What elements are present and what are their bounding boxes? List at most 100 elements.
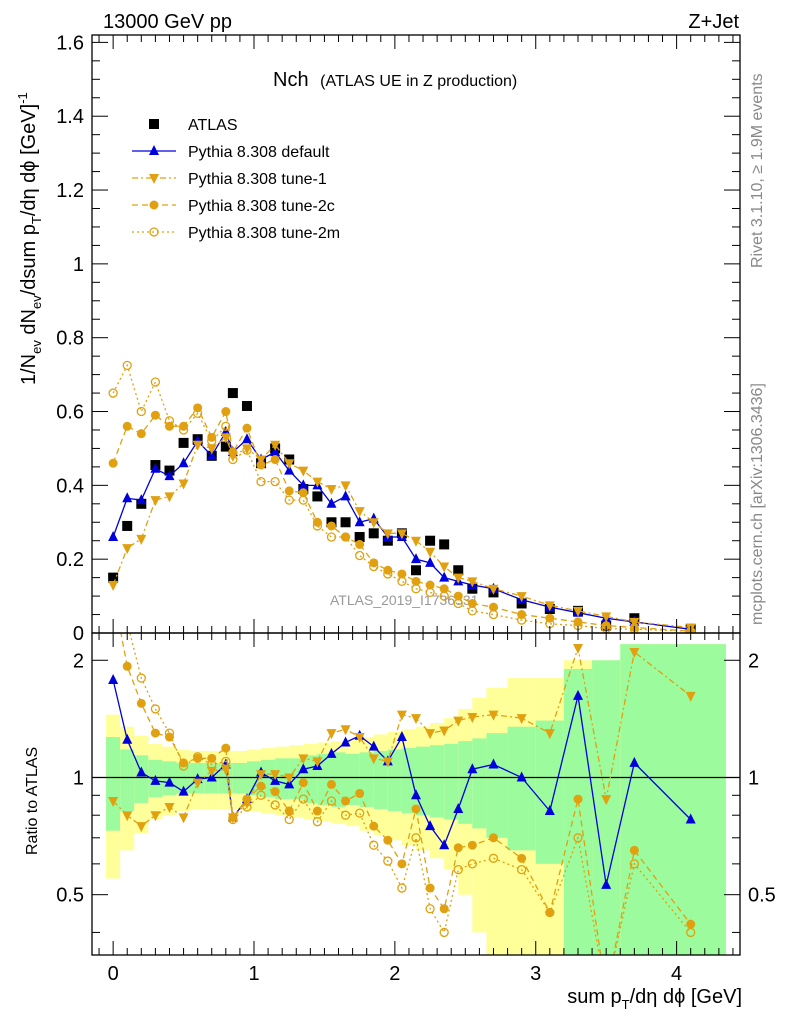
ratio-point-pythia-8-308-tune-2m — [397, 883, 407, 893]
main-line-pythia-8-308-default — [112, 430, 691, 630]
main-point-pythia-8-308-tune-2m — [326, 532, 337, 542]
main-point-pythia-8-308-default — [340, 490, 351, 501]
main-point-pythia-8-308-tune-2m — [453, 598, 463, 609]
main-point-pythia-8-308-tune-1 — [136, 534, 147, 545]
main-point-pythia-8-308-tune-1 — [396, 529, 407, 540]
main-line-pythia-8-308-tune-2m — [112, 363, 691, 632]
ratio-point-pythia-8-308-tune-2c — [369, 821, 379, 831]
ratio-point-pythia-8-308-tune-1 — [544, 729, 555, 740]
main-y-axis-title: 1/Nev dNev/dsum pT/dη dϕ [GeV]-1 — [15, 92, 44, 385]
ratio-point-pythia-8-308-tune-2m — [629, 859, 639, 869]
legend-marker — [149, 227, 159, 237]
ratio-point-pythia-8-308-tune-2c — [150, 728, 160, 738]
main-point-atlas — [425, 535, 436, 546]
main-point-pythia-8-308-default — [326, 497, 337, 508]
ratio-point-pythia-8-308-tune-2c — [122, 661, 132, 671]
ratio-point-pythia-8-308-tune-1 — [256, 770, 267, 781]
legend-label: ATLAS — [188, 117, 238, 134]
ratio-point-pythia-8-308-tune-2c — [326, 779, 336, 789]
main-point-pythia-8-308-tune-1 — [284, 459, 295, 470]
ratio-point-pythia-8-308-default — [488, 758, 499, 769]
main-point-pythia-8-308-tune-2c — [150, 410, 160, 420]
ratio-point-pythia-8-308-default — [122, 733, 133, 744]
band-inner — [416, 746, 431, 816]
ratio-point-pythia-8-308-tune-2c — [425, 883, 435, 893]
main-point-pythia-8-308-tune-2c — [411, 576, 421, 586]
main-point-pythia-8-308-default — [164, 470, 175, 481]
main-point-pythia-8-308-tune-2m — [467, 606, 477, 616]
legend-item-pythia-8-308-default: Pythia 8.308 default — [132, 144, 330, 161]
ratio-point-pythia-8-308-tune-2c — [298, 778, 308, 788]
source-label: mcplots.cern.ch [arXiv:1306.3436] — [749, 383, 766, 625]
ratio-panel: 0 1 2 3 4 0.5 0.5 1 1 2 2 — [56, 619, 776, 985]
legend-marker — [149, 145, 159, 155]
legend: ATLAS Pythia 8.308 default Pythia 8.308 tu… — [132, 117, 340, 242]
ratio-line-pythia-8-308-default — [112, 679, 692, 885]
ratio-point-pythia-8-308-tune-2c — [242, 794, 252, 804]
main-point-pythia-8-308-tune-1 — [488, 584, 499, 595]
main-point-pythia-8-308-tune-2c — [488, 602, 498, 612]
main-point-atlas — [227, 388, 238, 399]
main-panel: ATLAS_2019_I1736531 0.20.40.60.811.21.41… — [56, 32, 741, 645]
main-point-pythia-8-308-tune-2c — [425, 580, 435, 590]
band-inner — [458, 741, 473, 824]
ratio-point-pythia-8-308-tune-2m — [136, 673, 146, 683]
main-point-pythia-8-308-tune-2c — [108, 458, 118, 468]
legend-item-pythia-8-308-tune-2c: Pythia 8.308 tune-2c — [132, 198, 335, 215]
main-point-pythia-8-308-tune-2c — [298, 488, 308, 498]
band-inner — [535, 720, 564, 864]
main-point-pythia-8-308-tune-1 — [150, 496, 161, 507]
main-point-pythia-8-308-tune-2c — [221, 407, 231, 417]
main-point-pythia-8-308-tune-1 — [382, 529, 393, 540]
ratio-y-tick-label: 2 — [73, 650, 84, 672]
ratio-point-pythia-8-308-default — [601, 878, 612, 889]
ratio-point-pythia-8-308-default — [516, 771, 527, 782]
ratio-point-pythia-8-308-tune-2m — [193, 752, 203, 762]
main-point-pythia-8-308-tune-2m — [284, 495, 294, 505]
main-point-pythia-8-308-tune-2m — [312, 521, 323, 531]
x-tick-label: 2 — [389, 963, 400, 985]
ratio-point-pythia-8-308-tune-2m — [383, 856, 393, 866]
ratio-point-pythia-8-308-default — [164, 776, 175, 787]
main-point-pythia-8-308-tune-2m — [411, 584, 421, 594]
main-point-pythia-8-308-default — [439, 571, 450, 582]
legend-item-atlas: ATLAS — [149, 117, 238, 134]
legend-marker — [149, 119, 159, 129]
ratio-point-pythia-8-308-tune-1 — [298, 754, 309, 765]
ratio-point-pythia-8-308-tune-2m — [517, 864, 527, 875]
main-point-pythia-8-308-tune-2m — [397, 576, 407, 586]
ratio-point-pythia-8-308-tune-2m — [369, 840, 379, 850]
main-point-pythia-8-308-tune-1 — [220, 433, 231, 444]
ratio-y-axis-title: Ratio to ATLAS — [24, 747, 41, 855]
band-inner — [472, 738, 487, 829]
ratio-point-pythia-8-308-tune-1 — [206, 766, 217, 777]
main-point-atlas — [439, 539, 450, 550]
legend-marker — [149, 174, 159, 184]
ratio-point-pythia-8-308-tune-1 — [396, 710, 407, 721]
main-point-pythia-8-308-tune-1 — [368, 518, 379, 529]
legend-item-pythia-8-308-tune-2m: Pythia 8.308 tune-2m — [132, 225, 340, 242]
main-line-pythia-8-308-tune-1 — [112, 436, 691, 629]
y-tick-label: 0.2 — [56, 549, 84, 571]
ratio-point-pythia-8-308-tune-2c — [686, 919, 696, 929]
legend-label: Pythia 8.308 tune-1 — [188, 171, 327, 188]
main-point-pythia-8-308-default — [178, 457, 189, 468]
main-point-pythia-8-308-tune-1 — [122, 544, 133, 555]
main-point-pythia-8-308-default — [411, 553, 421, 564]
ratio-point-pythia-8-308-tune-1 — [150, 811, 161, 822]
ratio-point-pythia-8-308-tune-2m — [123, 619, 131, 627]
ratio-point-pythia-8-308-tune-1 — [164, 802, 175, 813]
ratio-frame — [91, 632, 741, 956]
main-point-pythia-8-308-tune-2c — [355, 539, 365, 549]
main-point-pythia-8-308-tune-2c — [397, 569, 407, 579]
ratio-point-pythia-8-308-tune-2c — [629, 845, 639, 855]
legend-label: Pythia 8.308 tune-2m — [188, 225, 340, 242]
main-point-pythia-8-308-tune-2m — [298, 495, 308, 505]
main-point-pythia-8-308-tune-1 — [206, 444, 217, 455]
ratio-point-pythia-8-308-default — [467, 763, 478, 774]
ratio-point-pythia-8-308-tune-2m — [270, 800, 280, 810]
ratio-point-pythia-8-308-tune-1 — [136, 822, 147, 833]
main-point-atlas — [411, 565, 421, 576]
ratio-point-pythia-8-308-default — [136, 766, 147, 777]
ratio-point-pythia-8-308-tune-2c — [467, 840, 477, 850]
